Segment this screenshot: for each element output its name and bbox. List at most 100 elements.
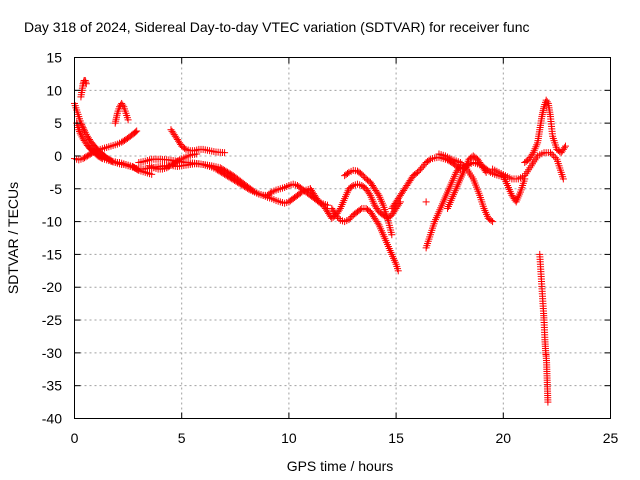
- data-point: [388, 231, 396, 239]
- data-point: [86, 150, 94, 158]
- data-point: [81, 76, 89, 84]
- data-point: [76, 129, 84, 137]
- data-point: [124, 116, 132, 124]
- x-tick-label: 5: [178, 430, 186, 446]
- data-point: [173, 158, 181, 166]
- data-point: [221, 170, 229, 178]
- data-point: [81, 127, 89, 135]
- data-point: [458, 160, 466, 168]
- data-point: [193, 150, 201, 158]
- data-point: [229, 176, 237, 184]
- x-tick-label: 25: [603, 430, 619, 446]
- data-point: [89, 148, 97, 156]
- x-tick-label: 15: [388, 430, 404, 446]
- data-point: [181, 144, 189, 152]
- data-point: [489, 218, 497, 226]
- data-point: [233, 178, 241, 186]
- x-tick-label: 10: [281, 430, 297, 446]
- data-point: [418, 164, 426, 172]
- data-point: [415, 167, 423, 175]
- data-point: [543, 98, 551, 106]
- data-point: [421, 160, 429, 168]
- x-tick-label: 0: [71, 430, 79, 446]
- data-point: [359, 172, 367, 180]
- data-point: [235, 179, 243, 187]
- data-point: [118, 138, 126, 146]
- data-point: [213, 166, 221, 174]
- data-point: [561, 142, 569, 150]
- data-point: [548, 150, 556, 158]
- data-point: [134, 166, 142, 174]
- data-point: [414, 168, 422, 176]
- data-point: [83, 152, 91, 160]
- data-point: [81, 154, 89, 162]
- data-point: [218, 169, 226, 177]
- data-point: [174, 157, 182, 165]
- data-point: [335, 215, 343, 223]
- data-point: [168, 160, 176, 168]
- data-point: [88, 149, 96, 157]
- x-tick-label: 20: [496, 430, 512, 446]
- plot-frame: [74, 57, 611, 419]
- data-point: [546, 149, 554, 157]
- y-tick-label: 5: [54, 115, 62, 131]
- data-point: [76, 127, 84, 135]
- data-point: [348, 183, 356, 191]
- x-axis-label: GPS time / hours: [287, 458, 394, 474]
- data-point: [215, 167, 223, 175]
- data-point: [365, 190, 373, 198]
- y-tick-label: -35: [42, 378, 62, 394]
- data-point: [559, 175, 567, 183]
- data-point: [345, 216, 353, 224]
- data-point: [222, 171, 230, 179]
- data-point: [485, 167, 493, 175]
- data-point: [166, 162, 174, 170]
- y-tick-label: -30: [42, 345, 62, 361]
- data-points: [71, 76, 569, 406]
- data-point: [551, 154, 559, 162]
- data-point: [78, 122, 86, 130]
- grid: [74, 57, 611, 419]
- data-point: [243, 184, 251, 192]
- data-point: [482, 168, 490, 176]
- data-point: [528, 150, 536, 158]
- data-point: [550, 152, 558, 160]
- data-point: [167, 161, 175, 169]
- data-point: [216, 168, 224, 176]
- data-point: [422, 198, 430, 206]
- data-point: [79, 155, 87, 163]
- data-point: [346, 214, 354, 222]
- data-point: [241, 183, 249, 191]
- data-point: [97, 154, 105, 162]
- data-point: [170, 159, 178, 167]
- y-axis-label: SDTVAR / TECUs: [5, 182, 21, 294]
- data-point: [332, 211, 340, 219]
- data-point: [82, 153, 90, 161]
- data-point: [335, 206, 343, 214]
- data-point: [119, 101, 127, 109]
- y-tick-label: 15: [46, 50, 62, 66]
- y-tick-label: 0: [54, 148, 62, 164]
- data-point: [416, 165, 424, 173]
- data-point: [78, 121, 86, 129]
- data-point: [133, 127, 141, 135]
- data-point: [456, 159, 464, 167]
- data-point: [245, 185, 253, 193]
- y-tick-label: -25: [42, 312, 62, 328]
- data-point: [164, 163, 172, 171]
- data-point: [374, 219, 382, 227]
- data-point: [225, 173, 233, 181]
- data-point: [221, 149, 229, 157]
- data-point: [425, 156, 433, 164]
- data-point: [228, 175, 236, 183]
- data-point: [266, 189, 274, 197]
- data-point: [132, 128, 140, 136]
- data-point: [82, 80, 90, 88]
- data-point: [242, 183, 250, 191]
- data-point: [419, 162, 427, 170]
- data-point: [212, 165, 220, 173]
- data-point: [239, 182, 247, 190]
- data-point: [374, 190, 382, 198]
- y-tick-label: -40: [42, 411, 62, 427]
